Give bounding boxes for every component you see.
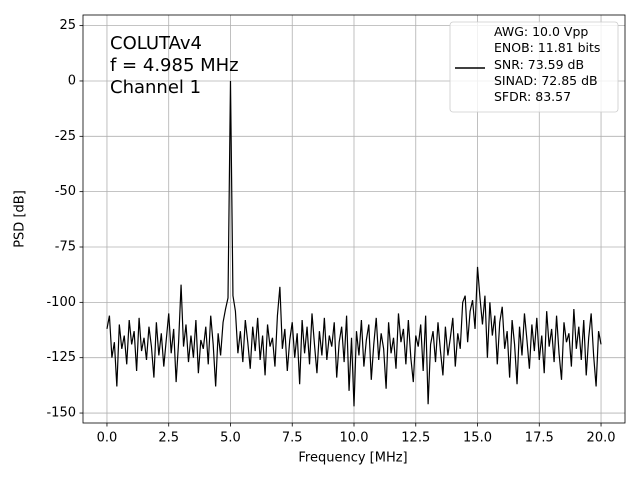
- y-tick-label: -25: [55, 129, 76, 144]
- annotation: f = 4.985 MHz: [110, 55, 239, 76]
- y-tick-label: -75: [55, 240, 76, 255]
- x-tick-label: 10.0: [340, 431, 369, 446]
- y-tick-label: -100: [46, 295, 76, 310]
- y-tick-label: -50: [55, 184, 76, 199]
- annotation: COLUTAv4: [110, 33, 202, 54]
- y-tick-label: -150: [46, 406, 76, 421]
- legend-label: AWG: 10.0 Vpp ENOB: 11.81 bits SNR: 73.5…: [494, 24, 601, 105]
- y-tick-label: 25: [59, 18, 76, 33]
- x-tick-label: 20.0: [587, 431, 616, 446]
- x-tick-label: 7.5: [282, 431, 303, 446]
- x-tick-label: 2.5: [158, 431, 179, 446]
- legend-box: [449, 21, 619, 113]
- x-axis-label: Frequency [MHz]: [298, 451, 407, 466]
- plot-frame: [82, 14, 626, 424]
- annotation: Channel 1: [110, 77, 201, 98]
- x-tick-label: 5.0: [220, 431, 241, 446]
- x-tick-label: 12.5: [401, 431, 430, 446]
- x-tick-label: 17.5: [525, 431, 554, 446]
- y-tick-label: -125: [46, 350, 76, 365]
- y-axis-label: PSD [dB]: [13, 190, 28, 248]
- x-tick-label: 0.0: [97, 431, 118, 446]
- psd-line: [106, 80, 602, 407]
- y-tick-label: 0: [68, 73, 76, 88]
- x-tick-label: 15.0: [463, 431, 492, 446]
